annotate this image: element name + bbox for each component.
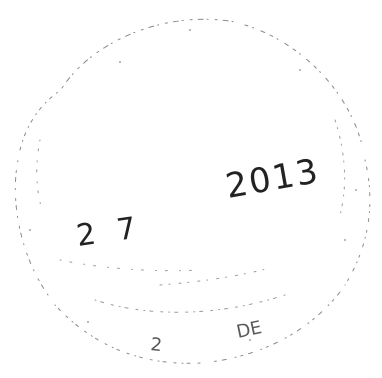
stamp-year-text: 2013 xyxy=(223,151,323,207)
stamp-day-text: 2 7 xyxy=(74,210,144,254)
stamp-bottom-fragment: 2 xyxy=(149,334,163,356)
stamp-bottom-fragment-2: DE xyxy=(235,317,264,343)
